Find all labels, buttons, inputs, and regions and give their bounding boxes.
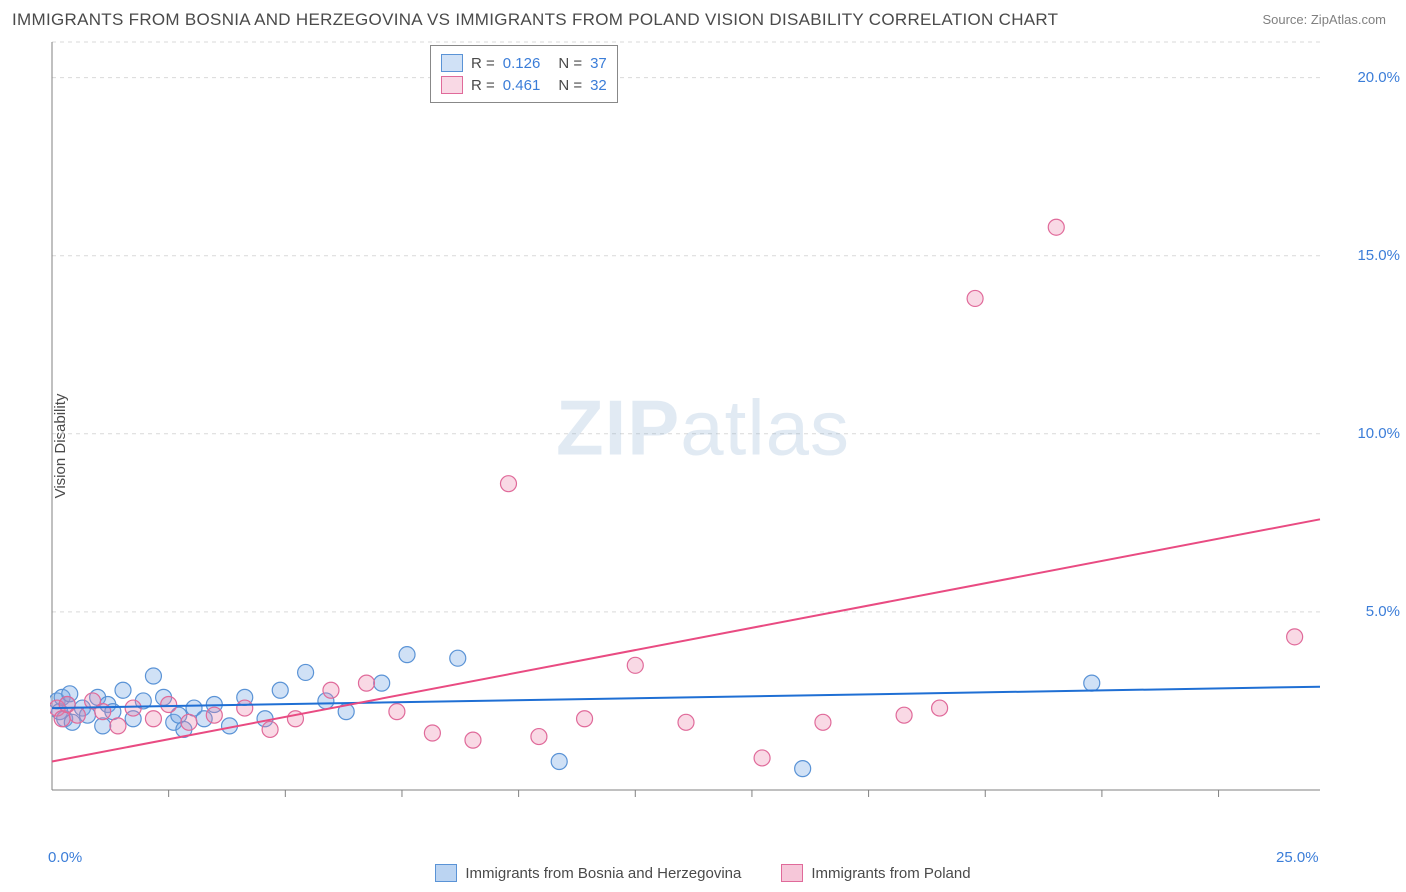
- scatter-chart-svg: [50, 40, 1370, 830]
- legend-swatch-icon: [435, 864, 457, 882]
- x-tick-label: 0.0%: [48, 849, 82, 866]
- series-legend: Immigrants from Bosnia and Herzegovina Im…: [0, 864, 1406, 886]
- legend-swatch-icon: [441, 76, 463, 94]
- y-tick-label: 15.0%: [1357, 247, 1400, 264]
- y-tick-label: 5.0%: [1366, 603, 1400, 620]
- legend-item: Immigrants from Bosnia and Herzegovina: [435, 864, 741, 882]
- legend-item: Immigrants from Poland: [781, 864, 970, 882]
- source-attribution: Source: ZipAtlas.com: [1262, 12, 1386, 27]
- legend-row-poland: R = 0.461N = 32: [441, 74, 607, 96]
- legend-row-bosnia: R = 0.126N = 37: [441, 52, 607, 74]
- y-tick-label: 20.0%: [1357, 69, 1400, 86]
- chart-title: IMMIGRANTS FROM BOSNIA AND HERZEGOVINA V…: [12, 10, 1058, 30]
- y-tick-label: 10.0%: [1357, 425, 1400, 442]
- legend-swatch-icon: [781, 864, 803, 882]
- legend-swatch-icon: [441, 54, 463, 72]
- chart-area: [50, 40, 1380, 840]
- correlation-legend: R = 0.126N = 37R = 0.461N = 32: [430, 45, 618, 103]
- x-tick-label: 25.0%: [1276, 849, 1319, 866]
